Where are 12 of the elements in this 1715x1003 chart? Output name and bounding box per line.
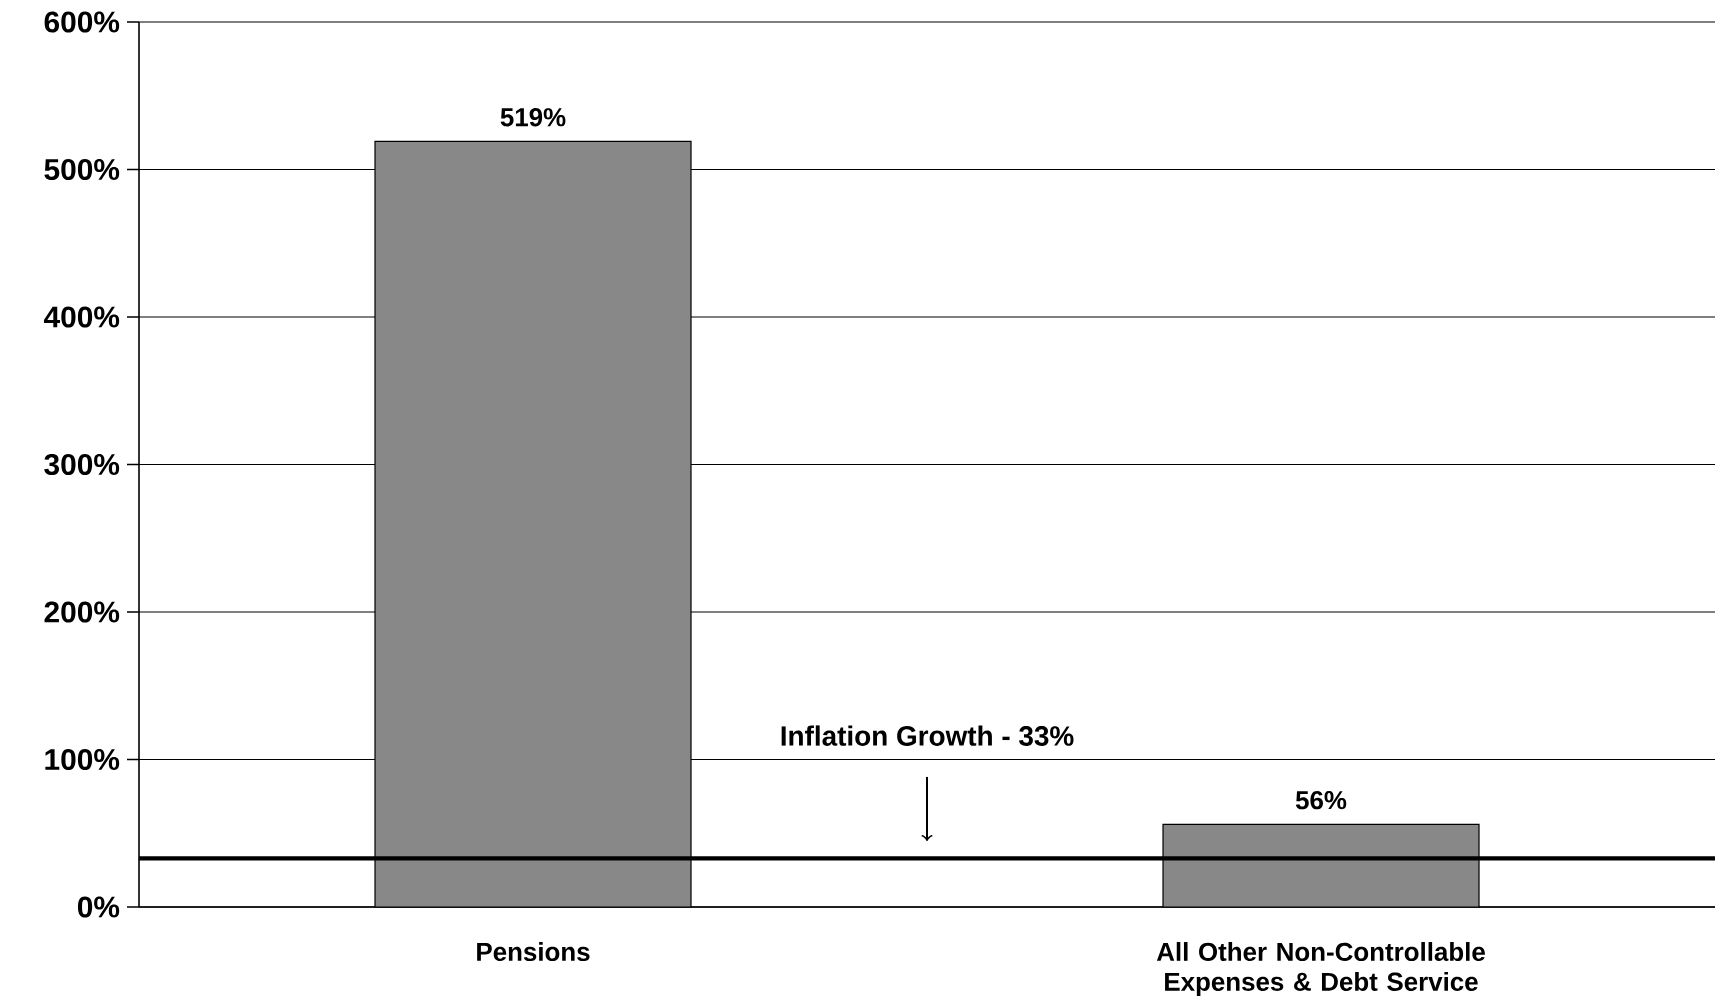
y-tick-label: 100% [45,748,120,771]
data-label: 56% [1295,791,1347,810]
y-tick-label: 600% [44,11,120,33]
y-tick-label: 200% [44,601,120,623]
data-label: 519% [500,108,566,127]
x-tick-label: Pensions [477,942,590,962]
y-tick-label: 300% [44,453,120,476]
y-tick-label: 0% [77,896,120,918]
x-tick-label: All Other Non-Controllable Expenses & Debt Service [1156,942,1485,997]
ref-line-label: Inflation Growth - 33% [781,725,1074,746]
y-tick-label: 400% [43,306,120,328]
y-tick-label: 500% [44,158,120,181]
